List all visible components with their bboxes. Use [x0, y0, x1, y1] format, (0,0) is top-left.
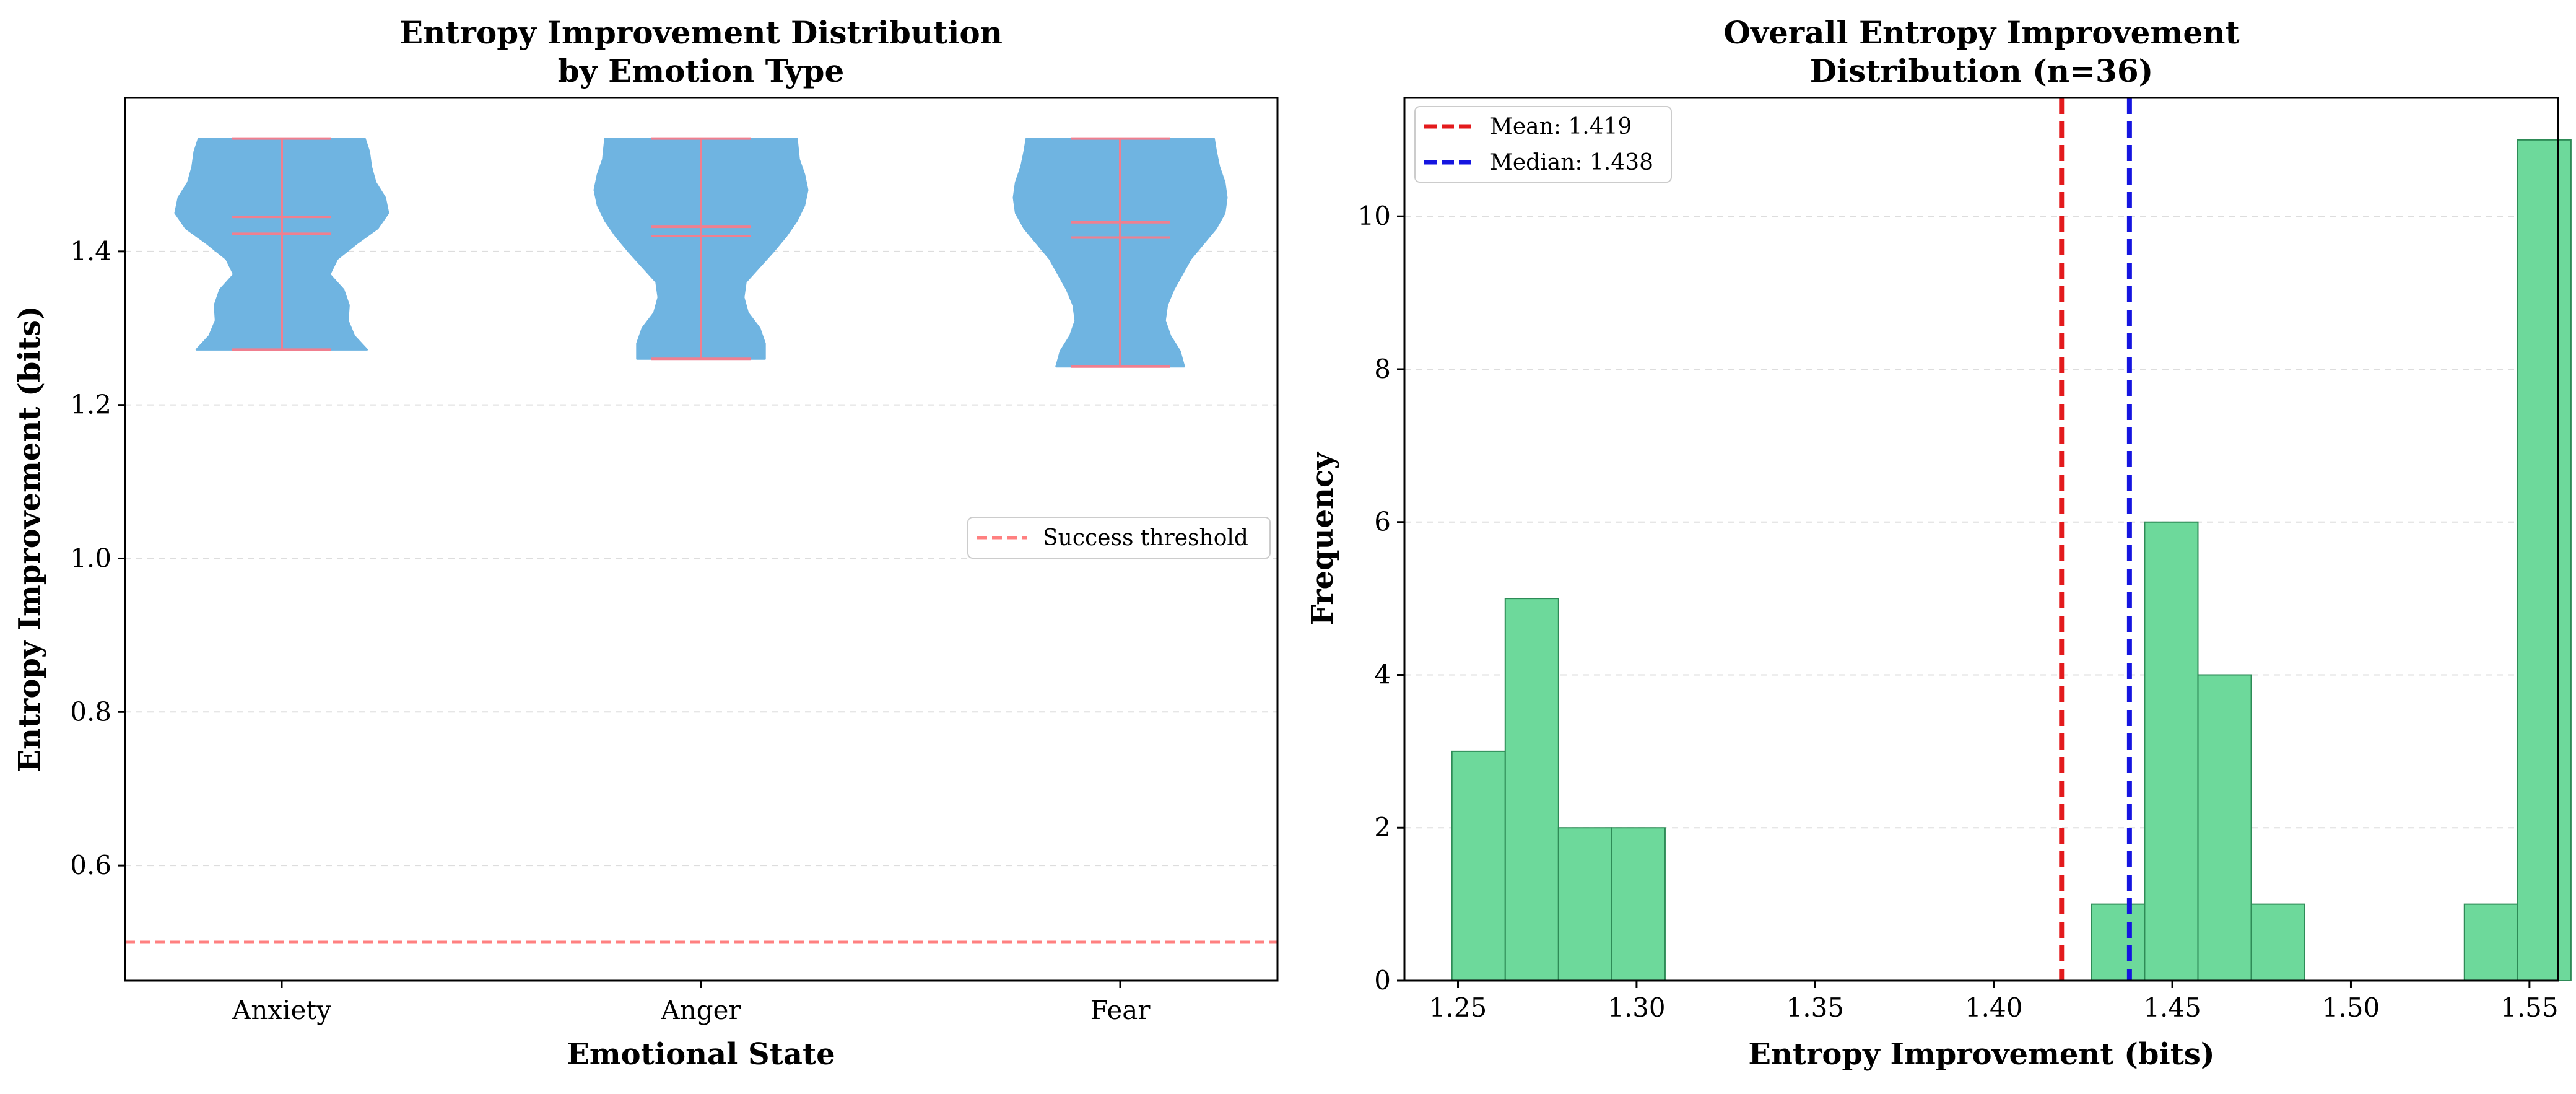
- median-legend-label: Median: 1.438: [1490, 150, 1653, 175]
- mean-legend-label: Mean: 1.419: [1490, 114, 1632, 139]
- histogram-bar: [2517, 139, 2572, 981]
- violin-title-line-2: by Emotion Type: [558, 53, 845, 89]
- violin-x-axis-label: Emotional State: [567, 1037, 835, 1072]
- histogram-title-line-2: Distribution (n=36): [1810, 53, 2154, 89]
- histogram-bar: [2463, 903, 2518, 982]
- histogram-legend: Mean: 1.419 Median: 1.438: [1414, 106, 1672, 183]
- histogram-x-tick-label: 1.35: [1786, 992, 1845, 1023]
- histogram-y-tick-label: 2: [1374, 812, 1391, 842]
- histogram-bars: [1451, 139, 2572, 982]
- violin-title-line-1: Entropy Improvement Distribution: [399, 14, 1003, 51]
- histogram-bar: [1451, 750, 1506, 981]
- histogram-chart: 0 2 4 6 8 10 1.25 1.30 1.35 1.40 1.45 1.50 1.55 Ove…: [1305, 14, 2572, 1072]
- violin-y-tick-label: 0.8: [70, 696, 111, 727]
- histogram-x-tick-label: 1.25: [1429, 992, 1487, 1023]
- histogram-bar: [1504, 598, 1559, 981]
- violin-x-tick-label: Anger: [660, 995, 741, 1025]
- violin-y-tick-label: 0.6: [70, 850, 111, 880]
- histogram-plot-frame: [1403, 97, 2559, 982]
- histogram-bar: [1557, 827, 1612, 981]
- violins: [174, 137, 1228, 368]
- histogram-y-tick-label: 6: [1374, 507, 1391, 537]
- histogram-x-tick-label: 1.55: [2500, 992, 2559, 1023]
- histogram-bar: [2091, 903, 2146, 982]
- histogram-legend-box: [1414, 106, 1672, 183]
- histogram-y-tick-label: 4: [1374, 659, 1391, 689]
- histogram-y-tick-label: 10: [1358, 201, 1391, 231]
- histogram-x-ticks: 1.25 1.30 1.35 1.40 1.45 1.50 1.55: [1429, 981, 2559, 1023]
- histogram-bar: [2197, 674, 2252, 982]
- violin-y-tick-label: 1.2: [70, 390, 111, 420]
- violin-y-tick-label: 1.0: [70, 543, 111, 573]
- histogram-x-tick-label: 1.30: [1608, 992, 1666, 1023]
- violin-legend: Success threshold: [967, 517, 1271, 559]
- histogram-bar: [2144, 521, 2199, 981]
- histogram-x-tick-label: 1.40: [1965, 992, 2023, 1023]
- histogram-x-tick-label: 1.50: [2322, 992, 2380, 1023]
- violin-x-tick-label: Anxiety: [232, 995, 331, 1025]
- violin-y-tick-label: 1.4: [70, 236, 111, 266]
- histogram-bar: [1611, 827, 1666, 981]
- violin-chart: 0.6 0.8 1.0 1.2 1.4 Anxiety Anger Fear Entropy…: [12, 14, 1279, 1072]
- histogram-y-tick-label: 0: [1374, 965, 1391, 996]
- histogram-y-tick-label: 8: [1374, 354, 1391, 384]
- histogram-x-tick-label: 1.45: [2143, 992, 2201, 1023]
- violin-y-ticks: 0.6 0.8 1.0 1.2 1.4: [70, 236, 125, 880]
- violin-x-ticks: Anxiety Anger Fear: [232, 981, 1151, 1025]
- histogram-y-axis-label: Frequency: [1305, 451, 1340, 626]
- histogram-y-ticks: 0 2 4 6 8 10: [1358, 201, 1404, 996]
- violin-y-axis-label: Entropy Improvement (bits): [12, 305, 47, 772]
- histogram-title-line-1: Overall Entropy Improvement: [1723, 14, 2239, 51]
- violin-legend-box: [967, 517, 1271, 559]
- histogram-bar: [2250, 903, 2305, 982]
- violin-x-tick-label: Fear: [1090, 995, 1151, 1025]
- threshold-legend-label: Success threshold: [1043, 525, 1248, 551]
- histogram-x-axis-label: Entropy Improvement (bits): [1748, 1037, 2214, 1072]
